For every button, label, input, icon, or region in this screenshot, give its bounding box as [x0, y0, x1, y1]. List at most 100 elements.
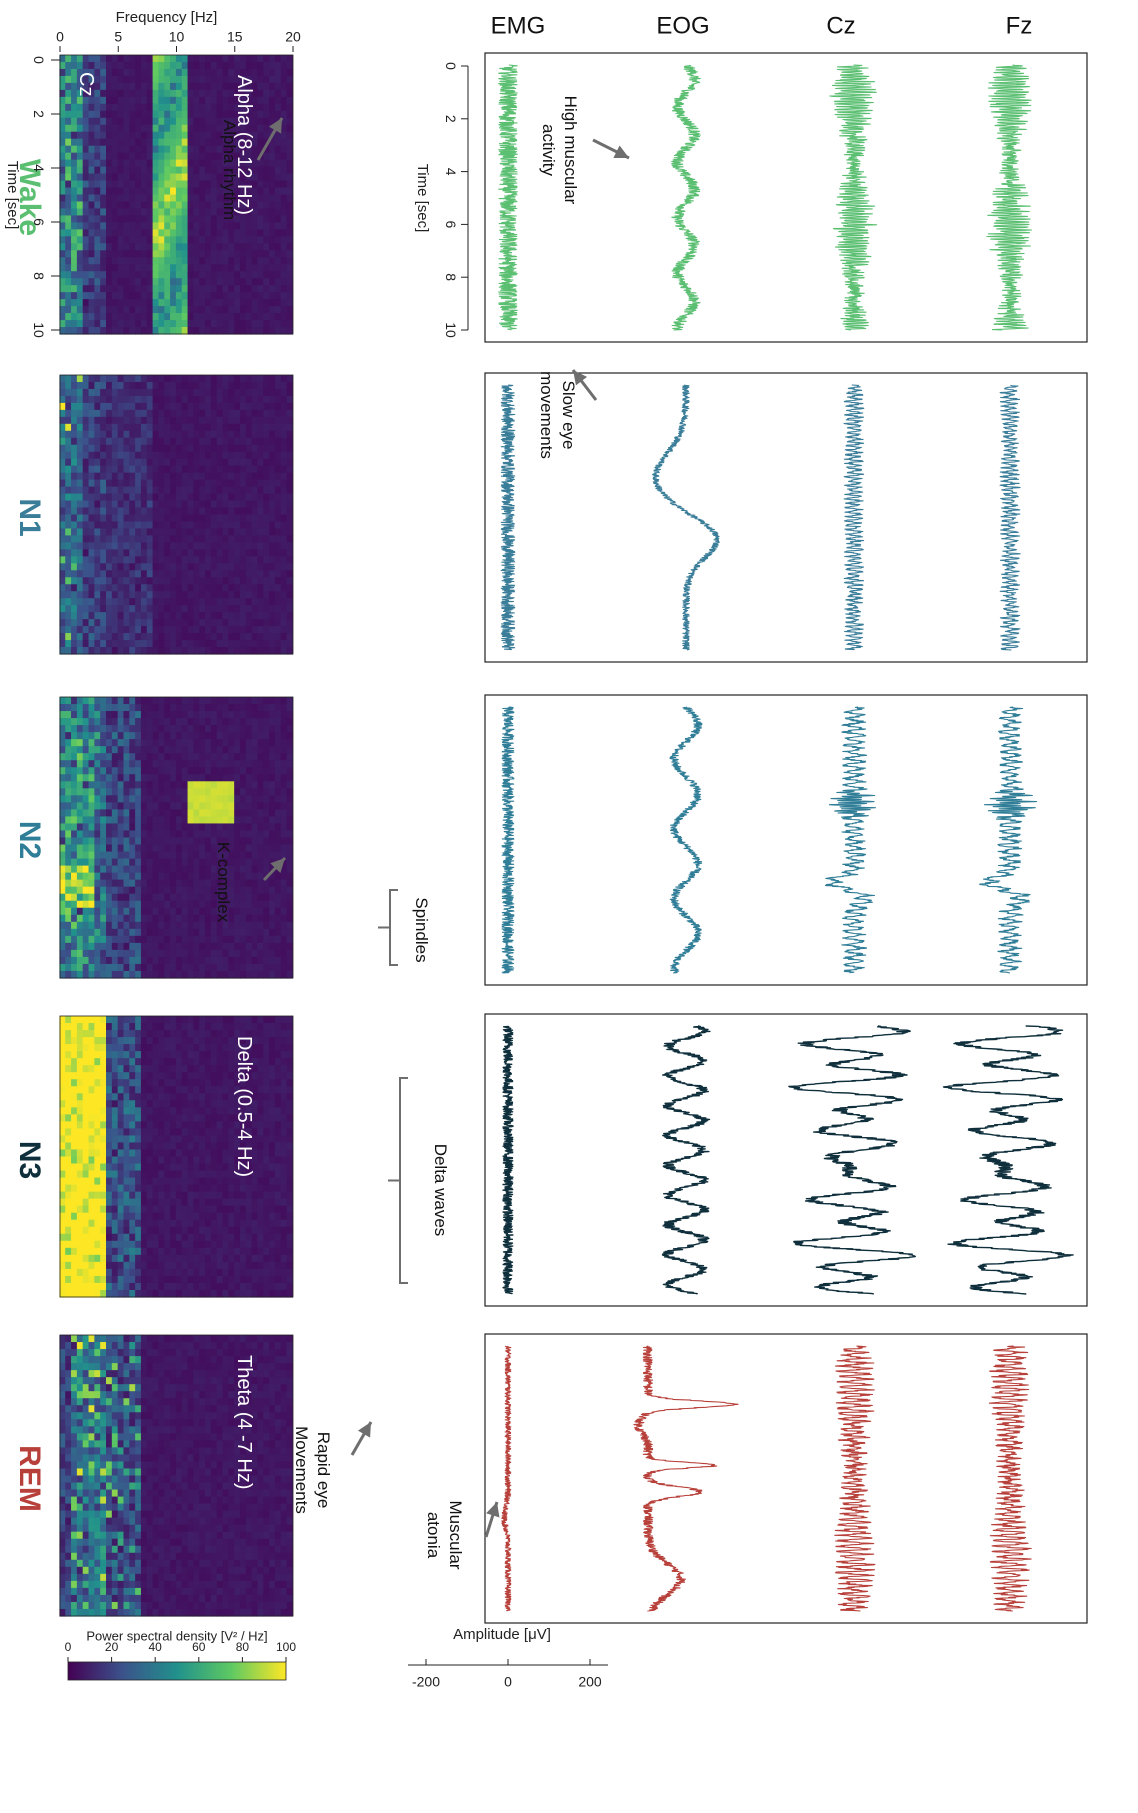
spectrogram-cell [181, 327, 189, 335]
spectrogram-cell [152, 556, 160, 564]
spectrogram-cell [193, 584, 200, 592]
spectrogram-cell [280, 837, 288, 846]
spectrogram-cell [106, 605, 113, 613]
spectrogram-cell [257, 264, 264, 272]
spectrogram-cell [59, 180, 66, 189]
spectrogram-cell [146, 612, 154, 620]
spectrogram-cell [181, 451, 189, 460]
spectrogram-cell [193, 865, 200, 874]
spectrogram-cell [65, 437, 72, 446]
spectrogram-cell [193, 299, 200, 307]
spectrogram-cell [164, 500, 171, 509]
spectrogram-cell [106, 68, 113, 77]
spectrogram-cell [239, 577, 247, 585]
spectrogram-cell [164, 774, 171, 782]
spectrogram-cell [71, 166, 78, 175]
spectrogram-cell [158, 451, 165, 460]
spectrogram-cell [193, 886, 200, 895]
spectrogram-cell [210, 1023, 218, 1031]
spectrogram-cell [82, 802, 90, 811]
spectrogram-cell [152, 767, 160, 775]
spectrogram-cell [199, 444, 206, 453]
spectrogram-cell [111, 208, 119, 217]
spectrogram-cell [251, 732, 259, 740]
spectrogram-cell [245, 802, 253, 811]
spectrogram-cell [228, 612, 235, 620]
spectrogram-cell [228, 75, 235, 84]
spectrogram-cell [65, 187, 72, 196]
spectrogram-cell [65, 243, 72, 251]
spectrogram-cell [82, 194, 90, 203]
spectrogram-cell [59, 872, 66, 881]
spectrogram-cell [88, 872, 95, 881]
spectrogram-cell [88, 145, 95, 154]
spectrogram-cell [111, 430, 119, 439]
spectrogram-cell [175, 423, 183, 432]
spectrogram-cell [65, 61, 72, 70]
spectrogram-cell [228, 591, 235, 599]
spectrogram-cell [164, 416, 171, 425]
spectrogram-cell [210, 479, 218, 488]
spectrogram-cell [146, 570, 154, 578]
spectrogram-cell [193, 472, 200, 481]
spectrogram-cell [263, 152, 270, 161]
spectrogram-cell [228, 893, 235, 902]
spectrogram-cell [286, 640, 293, 648]
spectrogram-cell [257, 626, 264, 634]
spectrogram-cell [59, 320, 66, 328]
spectrogram-cell [251, 760, 259, 768]
spectrogram-cell [164, 313, 171, 321]
spectrogram-cell [245, 96, 253, 105]
spectrogram-cell [129, 921, 136, 930]
spectrogram-cell [164, 858, 171, 867]
spectrogram-cell [274, 556, 282, 564]
spectrogram-cell [263, 865, 270, 874]
spectrogram-cell [263, 823, 270, 832]
spectrogram-cell [251, 472, 259, 481]
spectrogram-cell [82, 626, 90, 634]
spectrogram-cell [193, 907, 200, 916]
spectrogram-cell [164, 110, 171, 119]
spectrogram-cell [239, 500, 247, 509]
spectrogram-cell [152, 521, 160, 530]
spectrogram-cell [129, 89, 136, 98]
spectrogram-cell [94, 619, 101, 627]
spectrogram-cell [129, 327, 136, 335]
spectrogram-cell [146, 830, 154, 839]
spectrogram-cell [76, 465, 84, 474]
spectrogram-cell [205, 640, 212, 648]
spectrogram-cell [146, 82, 154, 91]
spectrogram-cell [228, 563, 235, 571]
spectrogram-cell [245, 75, 253, 84]
trace-wake-fz [986, 64, 1032, 331]
spectrogram-cell [82, 746, 90, 754]
spectrogram-cell [269, 935, 276, 944]
spectrogram-cell [71, 570, 78, 578]
trace-n2-fz [979, 706, 1038, 974]
spectrogram-cell [251, 633, 259, 641]
spectrogram-cell [245, 131, 253, 140]
spectrogram-cell [175, 935, 183, 944]
spectrogram-cell [222, 159, 229, 168]
spectrogram-cell [100, 781, 107, 789]
spectrogram-cell [257, 1023, 264, 1031]
spectrogram-cell [65, 788, 72, 796]
spectrogram-cell [94, 970, 101, 979]
spectrogram-cell [152, 584, 160, 592]
spectrogram-cell [100, 872, 107, 881]
spectrogram-cell [146, 159, 154, 168]
spectrogram-cell [187, 257, 194, 265]
spectrogram-cell [88, 788, 95, 796]
spectrogram-cell [135, 159, 142, 168]
spectrogram-cell [251, 514, 259, 523]
spectrogram-cell [222, 823, 229, 832]
spectrogram-cell [164, 68, 171, 77]
spectrogram-cell [94, 222, 101, 230]
spectrogram-cell [152, 493, 160, 502]
spectrogram-cell [175, 313, 183, 321]
spectrogram-cell [152, 444, 160, 453]
spectrogram-cell [286, 55, 293, 63]
spectrogram-cell [210, 313, 218, 321]
spectrogram-cell [65, 500, 72, 509]
spectrogram-cell [216, 830, 224, 839]
